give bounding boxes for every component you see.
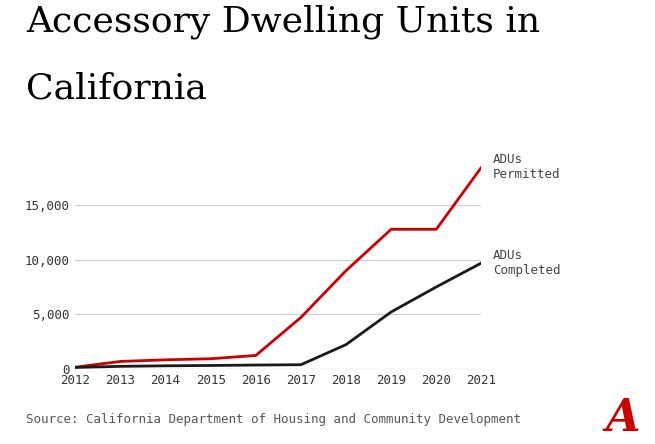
Text: A: A [605,396,639,440]
Text: Source: California Department of Housing and Community Development: Source: California Department of Housing… [26,413,521,426]
Text: Accessory Dwelling Units in: Accessory Dwelling Units in [26,4,540,39]
Text: ADUs
Completed: ADUs Completed [493,249,560,277]
Text: California: California [26,71,207,105]
Text: ADUs
Permitted: ADUs Permitted [493,153,560,181]
